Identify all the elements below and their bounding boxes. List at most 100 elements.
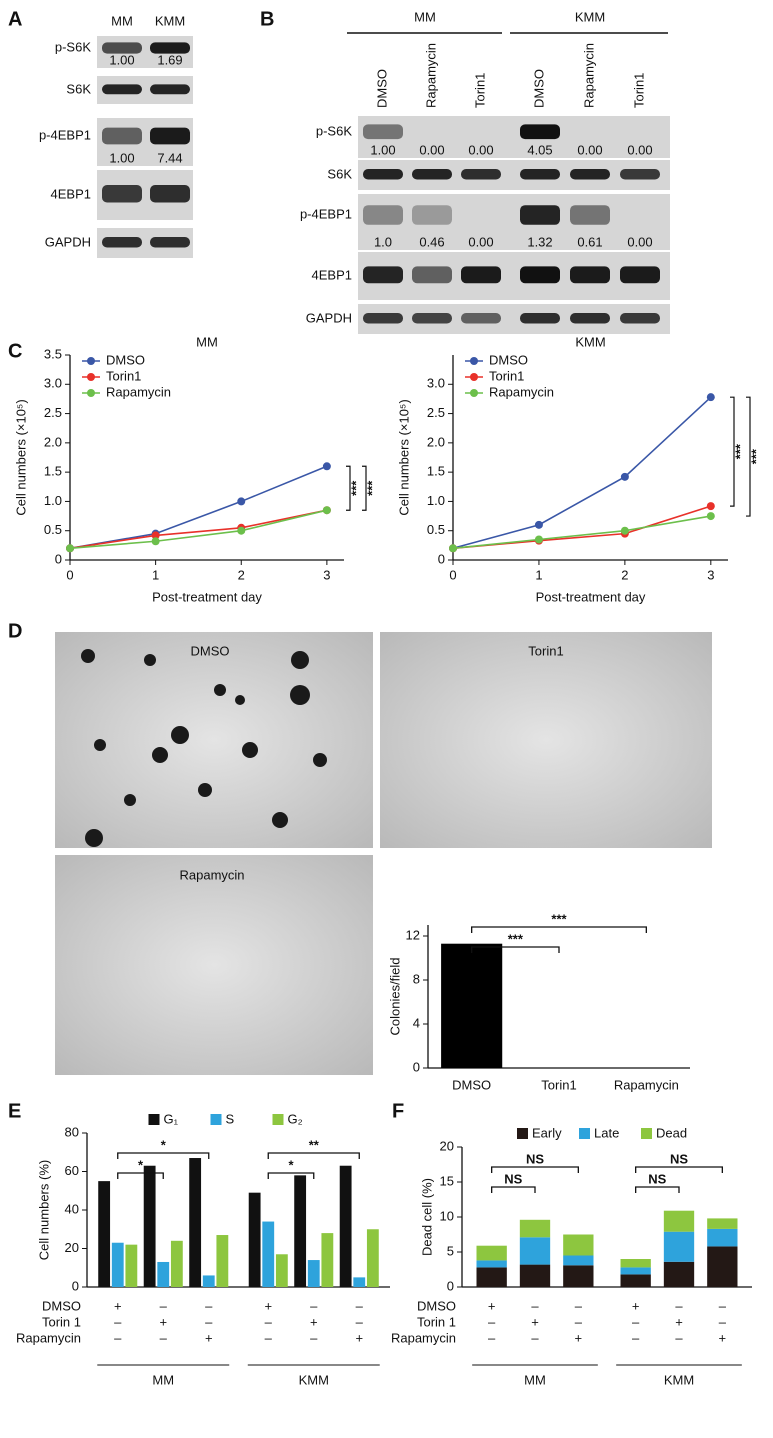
- group-label: KMM: [575, 9, 605, 24]
- blot-quant: 0.61: [577, 234, 602, 249]
- y-tick-label: 2.0: [44, 434, 62, 449]
- legend-swatch: [148, 1114, 160, 1125]
- y-tick-label: 1.5: [427, 464, 445, 479]
- bar: [307, 1260, 320, 1287]
- legend-dot: [87, 373, 95, 381]
- panel-letter: D: [8, 620, 22, 642]
- treatment-mark: –: [356, 1298, 364, 1313]
- blot-quant: 7.44: [157, 150, 182, 165]
- blot-quant: 4.05: [527, 142, 552, 157]
- sig-bracket: [746, 396, 751, 517]
- blot-band: [520, 205, 560, 225]
- blot-band: [520, 124, 560, 140]
- lane-label: KMM: [155, 13, 185, 28]
- treatment-mark: –: [114, 1314, 122, 1329]
- treatment-mark: –: [531, 1330, 539, 1345]
- legend-dot: [470, 373, 478, 381]
- bar-segment: [663, 1231, 695, 1262]
- bar: [111, 1242, 124, 1287]
- data-point: [449, 544, 457, 553]
- blot-band: [461, 313, 501, 324]
- lane-label: DMSO: [374, 69, 389, 108]
- y-tick-label: 2.5: [427, 405, 445, 420]
- micrograph-label: DMSO: [191, 643, 230, 658]
- blot-band: [412, 266, 452, 284]
- y-tick-label: 3.0: [427, 376, 445, 391]
- legend-dot: [87, 357, 95, 365]
- sig-bracket: [267, 1152, 360, 1159]
- y-axis-label: Cell numbers (×10⁵): [396, 399, 411, 515]
- x-tick-label: 3: [707, 567, 714, 582]
- sig-label: *: [161, 1137, 167, 1152]
- blot-row-label: p-S6K: [316, 123, 352, 138]
- x-tick-label: 3: [323, 567, 330, 582]
- sig-bracket: [117, 1152, 210, 1159]
- treatment-mark: –: [675, 1330, 683, 1345]
- y-tick-label: 4: [413, 1015, 420, 1030]
- x-axis-label: Post-treatment day: [536, 589, 646, 604]
- blot-band: [150, 84, 190, 95]
- treatment-label: Torin 1: [417, 1314, 456, 1329]
- blot-band: [102, 237, 142, 248]
- bar: [339, 1165, 352, 1287]
- bar-segment: [476, 1267, 507, 1287]
- y-axis-label: Colonies/field: [387, 957, 402, 1035]
- sig-bracket: [491, 1186, 536, 1193]
- x-tick-label: Torin1: [541, 1077, 576, 1092]
- blot-band: [363, 313, 403, 324]
- chart-title: KMM: [575, 334, 605, 349]
- blot-band: [150, 42, 190, 54]
- blot-row-label: S6K: [66, 81, 91, 96]
- bar: [366, 1229, 379, 1287]
- blot-quant: 1.00: [109, 52, 134, 67]
- y-tick-label: 12: [406, 927, 420, 942]
- treatment-mark: –: [205, 1298, 213, 1313]
- bar-segment: [707, 1246, 738, 1287]
- y-tick-label: 20: [440, 1138, 454, 1153]
- bar-segment: [663, 1261, 695, 1287]
- x-tick-label: 0: [449, 567, 456, 582]
- sig-bracket: [362, 465, 367, 511]
- data-point: [534, 520, 543, 529]
- blot-band: [461, 169, 501, 180]
- blot-band: [570, 169, 610, 180]
- bar: [275, 1254, 288, 1287]
- y-tick-label: 0: [72, 1278, 79, 1293]
- y-tick-label: 2.5: [44, 405, 62, 420]
- data-point: [534, 535, 543, 544]
- blot-row-label: S6K: [327, 166, 352, 181]
- blot-quant: 0.00: [468, 142, 493, 157]
- x-tick-label: 2: [621, 567, 628, 582]
- sig-label: NS: [526, 1151, 544, 1166]
- treatment-mark: +: [575, 1330, 583, 1345]
- treatment-label: DMSO: [42, 1298, 81, 1313]
- treatment-mark: –: [160, 1330, 168, 1345]
- sig-label: ***: [508, 931, 524, 946]
- data-point: [620, 472, 629, 481]
- blot-quant: 1.32: [527, 234, 552, 249]
- group-label: MM: [414, 9, 436, 24]
- y-axis-label: Cell numbers (%): [36, 1160, 51, 1260]
- bar-segment: [563, 1234, 594, 1256]
- treatment-mark: –: [575, 1298, 583, 1313]
- blot-strip: [358, 252, 670, 300]
- treatment-mark: –: [632, 1330, 640, 1345]
- bar: [202, 1275, 215, 1287]
- bar: [125, 1244, 138, 1287]
- y-tick-label: 5: [447, 1243, 454, 1258]
- legend-swatch: [272, 1114, 284, 1125]
- bar: [321, 1233, 334, 1287]
- treatment-mark: –: [265, 1330, 273, 1345]
- x-axis-label: Post-treatment day: [152, 589, 262, 604]
- blot-quant: 0.00: [468, 234, 493, 249]
- micrograph-label: Rapamycin: [179, 867, 244, 882]
- bar: [294, 1175, 307, 1287]
- sig-bracket: [730, 396, 735, 507]
- blot-band: [520, 169, 560, 180]
- legend-swatch: [517, 1128, 528, 1139]
- treatment-mark: +: [205, 1330, 213, 1345]
- lane-label: Torin1: [472, 73, 487, 108]
- treatment-mark: –: [205, 1314, 213, 1329]
- legend-label: G₂: [288, 1111, 303, 1126]
- y-tick-label: 3.0: [44, 376, 62, 391]
